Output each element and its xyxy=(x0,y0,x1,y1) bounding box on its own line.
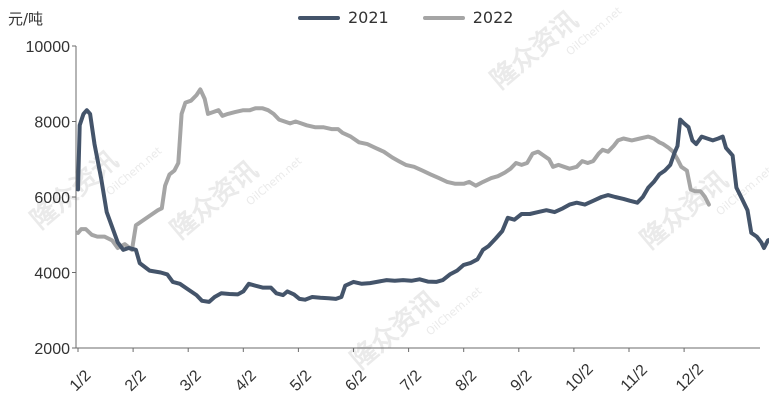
x-tick-label: 8/2 xyxy=(453,367,481,395)
x-tick-label: 2/2 xyxy=(122,367,150,395)
x-tick-label: 5/2 xyxy=(287,367,315,395)
legend-swatch-2021 xyxy=(298,15,340,20)
y-tick-label: 4000 xyxy=(34,266,70,283)
x-tick-label: 9/2 xyxy=(508,367,536,395)
series-line-2022 xyxy=(76,87,711,252)
x-tick-label: 3/2 xyxy=(177,367,205,395)
legend-swatch-2022 xyxy=(422,15,465,20)
legend-item-2022: 2022 xyxy=(422,8,514,27)
x-tick-label: 10/2 xyxy=(563,361,597,395)
legend-label-2021: 2021 xyxy=(348,8,389,27)
x-tick-label: 11/2 xyxy=(618,362,651,395)
x-tick-label: 1/2 xyxy=(67,367,95,395)
x-tick-label: 7/2 xyxy=(397,367,425,395)
legend: 2021 2022 xyxy=(298,8,513,27)
y-axis-unit-label: 元/吨 xyxy=(8,10,44,28)
x-tick-label: 4/2 xyxy=(232,367,260,395)
y-tick-label: 2000 xyxy=(34,341,70,358)
legend-label-2022: 2022 xyxy=(472,8,514,27)
series-lines xyxy=(76,87,769,304)
y-tick-label: 10000 xyxy=(26,39,71,56)
y-tick-label: 8000 xyxy=(34,115,70,132)
series-line-2021 xyxy=(76,108,769,304)
x-tick-label: 12/2 xyxy=(673,361,707,395)
y-tick-label: 6000 xyxy=(34,190,70,207)
legend-item-2021: 2021 xyxy=(298,8,389,27)
